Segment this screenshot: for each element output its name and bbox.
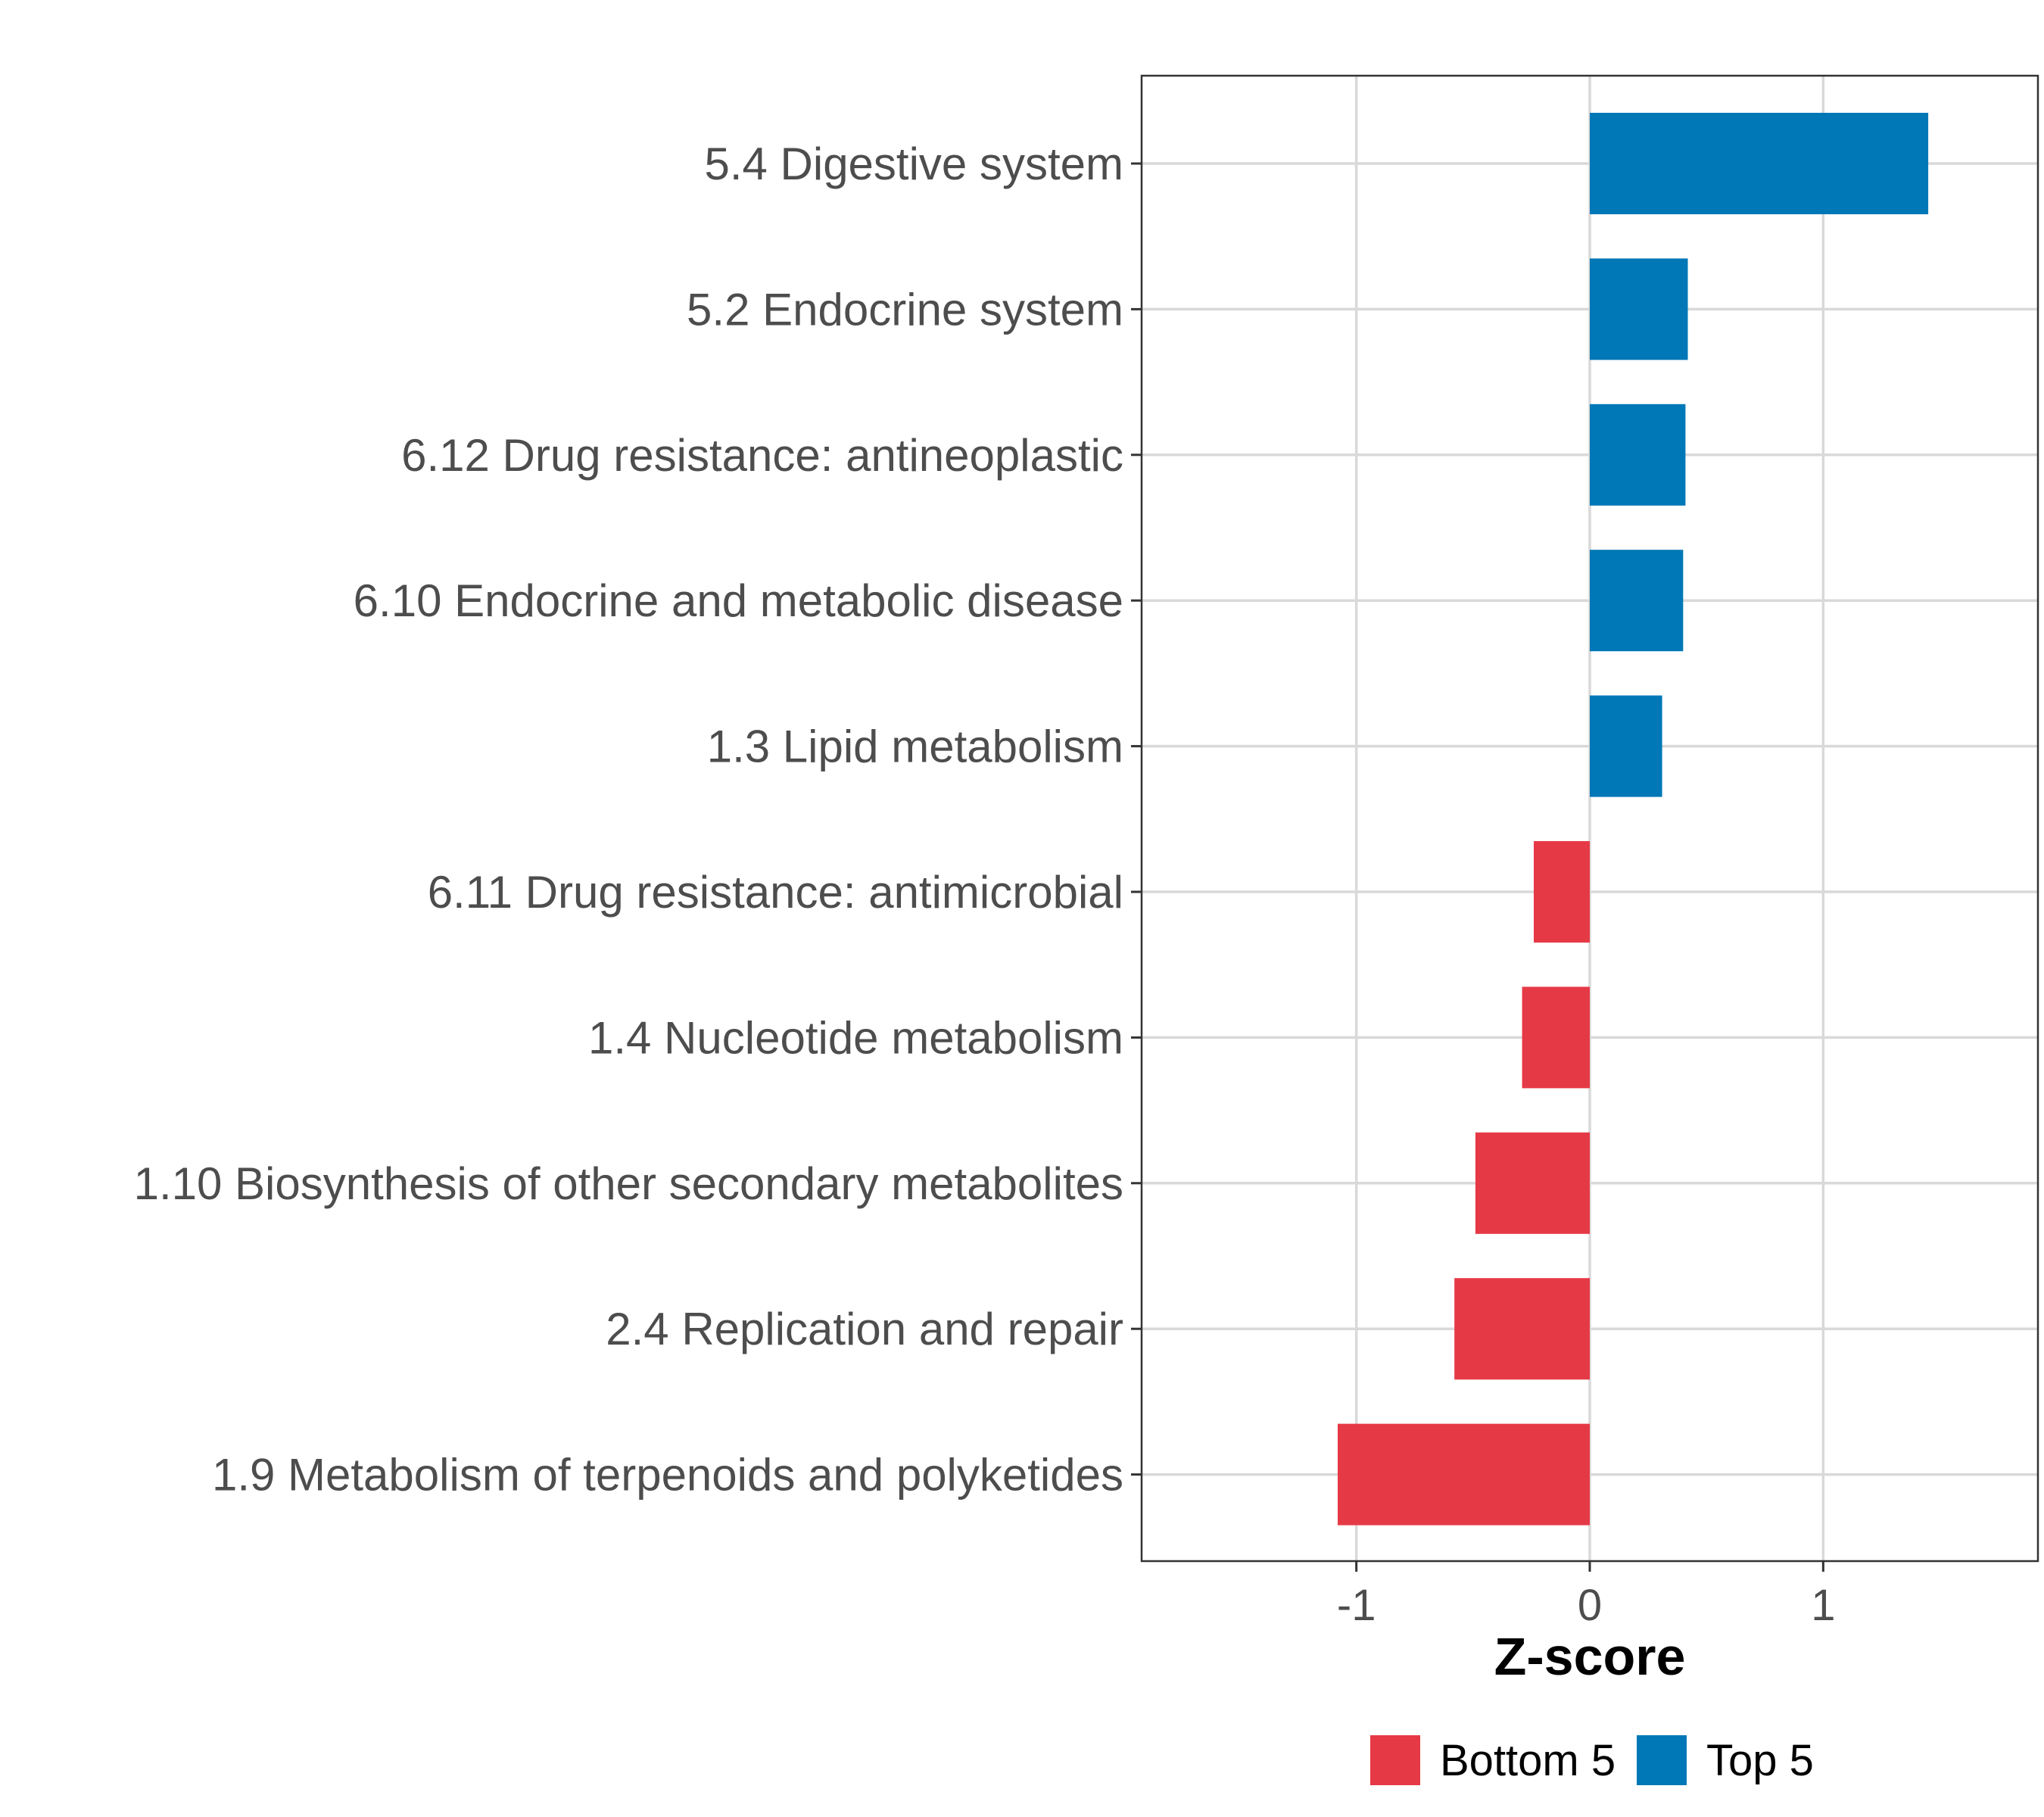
x-tick-label: 1 (1811, 1581, 1835, 1630)
bar (1590, 404, 1686, 506)
y-tick-label: 5.2 Endocrine system (687, 284, 1123, 335)
bar (1454, 1278, 1590, 1380)
bar (1590, 550, 1684, 652)
x-axis: -1 0 1 (1337, 1561, 1835, 1630)
legend-label: Bottom 5 (1440, 1736, 1616, 1785)
y-tick-label: 1.4 Nucleotide metabolism (588, 1012, 1123, 1063)
legend-label: Top 5 (1706, 1736, 1814, 1785)
y-tick-label: 6.10 Endocrine and metabolic disease (354, 575, 1123, 626)
bar (1338, 1423, 1590, 1526)
x-tick-label: 0 (1578, 1581, 1602, 1630)
y-axis: 5.4 Digestive system 5.2 Endocrine system… (134, 139, 1142, 1501)
x-axis-title: Z-score (1494, 1627, 1686, 1686)
bar (1522, 986, 1590, 1089)
bar (1590, 695, 1662, 797)
y-tick-label: 1.10 Biosynthesis of other secondary met… (134, 1158, 1123, 1209)
legend: Bottom 5 Top 5 (1370, 1735, 1814, 1785)
bar (1590, 258, 1688, 360)
y-tick-label: 1.3 Lipid metabolism (707, 722, 1123, 772)
legend-key (1637, 1735, 1687, 1785)
x-tick-label: -1 (1337, 1581, 1376, 1630)
y-tick-label: 5.4 Digestive system (704, 139, 1123, 189)
bars (1338, 113, 1929, 1526)
y-tick-label: 6.11 Drug resistance: antimicrobial (428, 867, 1123, 918)
y-tick-label: 1.9 Metabolism of terpenoids and polyket… (212, 1450, 1123, 1501)
legend-key (1370, 1735, 1420, 1785)
bar (1475, 1132, 1590, 1234)
y-tick-label: 2.4 Replication and repair (606, 1304, 1123, 1354)
y-tick-label: 6.12 Drug resistance: antineoplastic (401, 430, 1123, 481)
bar (1534, 841, 1590, 943)
bar (1590, 113, 1929, 214)
